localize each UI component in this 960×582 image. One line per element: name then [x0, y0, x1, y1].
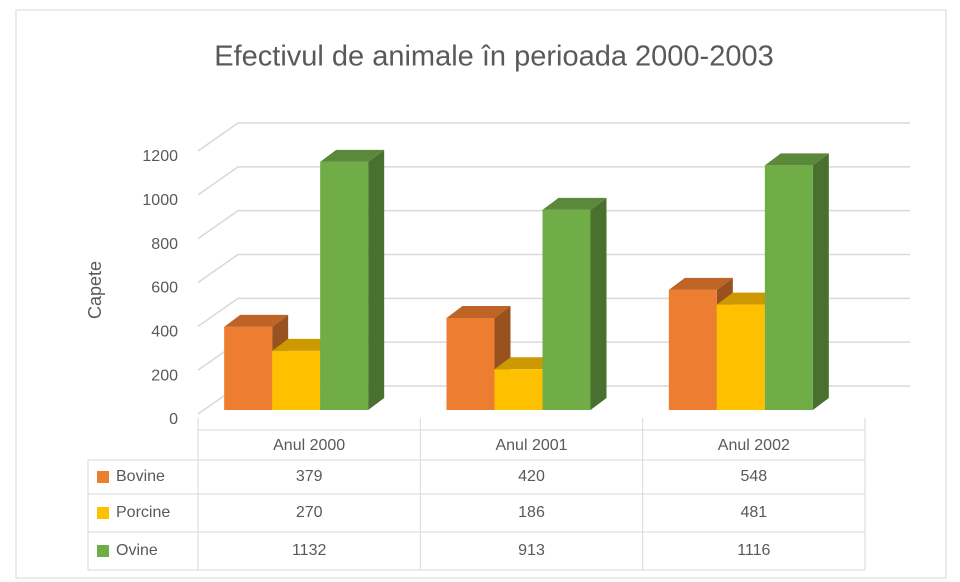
bar-top	[668, 277, 733, 290]
chart-title: Efectivul de animale în perioada 2000-20…	[214, 41, 773, 73]
table-value: 913	[518, 542, 545, 559]
y-tick-label: 0	[169, 411, 178, 428]
grid-line	[197, 166, 910, 196]
bar-side	[368, 149, 385, 411]
y-tick-label: 1200	[142, 148, 178, 165]
y-tick-label: 800	[151, 236, 178, 253]
grid-line	[197, 209, 910, 240]
table-value: 481	[740, 504, 767, 521]
y-axis-label: Capete	[85, 261, 105, 319]
bar	[542, 209, 591, 410]
legend-label: Porcine	[116, 504, 170, 521]
bar-top	[224, 314, 289, 327]
y-tick-label: 1000	[142, 192, 178, 209]
x-tick-label: Anul 2000	[273, 437, 345, 454]
x-tick-label: Anul 2001	[495, 437, 567, 454]
table-value: 270	[296, 504, 323, 521]
bar	[716, 304, 765, 410]
table-value: 379	[296, 468, 323, 485]
bar-top	[542, 197, 607, 210]
y-tick-label: 200	[151, 367, 178, 384]
grid-line	[197, 253, 910, 284]
legend-label: Ovine	[116, 542, 158, 559]
legend-label: Bovine	[116, 468, 165, 485]
bar	[224, 326, 273, 410]
x-tick-label: Anul 2002	[718, 437, 790, 454]
bar	[668, 289, 717, 410]
legend-swatch	[97, 471, 109, 483]
table-value: 420	[518, 468, 545, 485]
bar	[764, 165, 813, 410]
table-value: 186	[518, 504, 545, 521]
table-value: 1116	[737, 542, 770, 559]
bar	[320, 161, 369, 410]
bar-side	[590, 197, 607, 410]
bar	[494, 369, 543, 410]
bar-side	[812, 153, 829, 410]
bar-top	[320, 149, 385, 162]
grid-line	[197, 122, 910, 152]
table-value: 1132	[292, 542, 327, 559]
y-tick-label: 400	[151, 324, 178, 341]
legend-swatch	[97, 545, 109, 557]
bar	[272, 350, 321, 410]
y-tick-label: 600	[151, 280, 178, 297]
legend-swatch	[97, 507, 109, 519]
table-value: 548	[740, 468, 767, 485]
bar-top	[446, 305, 511, 318]
bar	[446, 317, 495, 410]
bar-top	[764, 153, 829, 166]
